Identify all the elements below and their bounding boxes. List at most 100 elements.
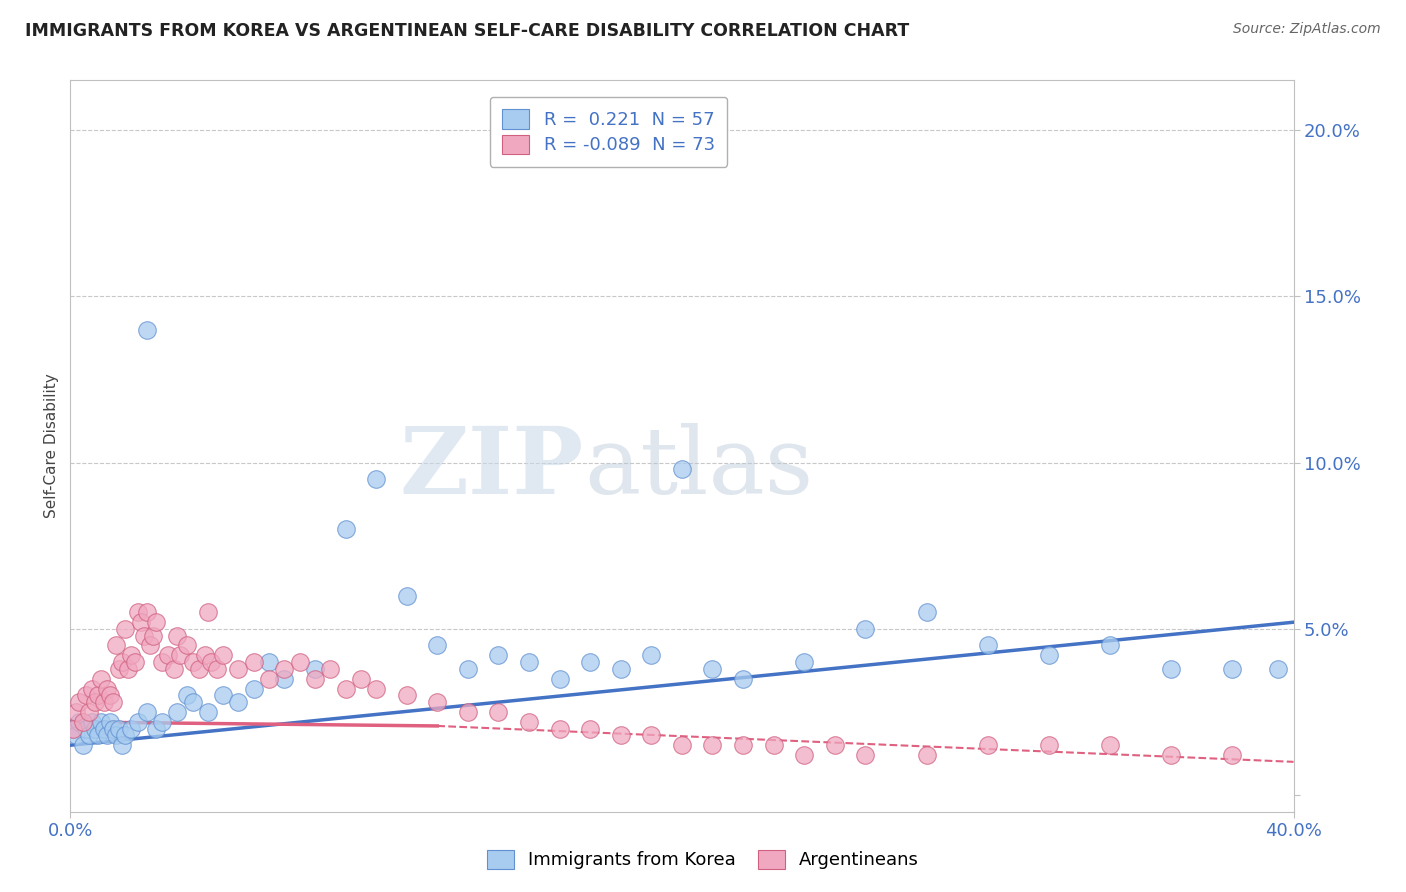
Point xyxy=(228,695,250,709)
Point xyxy=(640,648,662,663)
Legend: R =  0.221  N = 57, R = -0.089  N = 73: R = 0.221 N = 57, R = -0.089 N = 73 xyxy=(489,96,727,167)
Point xyxy=(166,705,188,719)
Point xyxy=(273,672,295,686)
Point xyxy=(169,648,191,663)
Point xyxy=(228,662,250,676)
Point xyxy=(142,628,165,642)
Point xyxy=(457,662,479,676)
Point xyxy=(517,714,540,729)
Point xyxy=(855,622,877,636)
Point xyxy=(77,705,100,719)
Point xyxy=(273,662,295,676)
Point xyxy=(200,655,222,669)
Point xyxy=(62,722,84,736)
Point xyxy=(163,662,186,676)
Point xyxy=(517,655,540,669)
Point xyxy=(1220,662,1243,676)
Point xyxy=(105,639,128,653)
Point xyxy=(288,655,311,669)
Text: IMMIGRANTS FROM KOREA VS ARGENTINEAN SELF-CARE DISABILITY CORRELATION CHART: IMMIGRANTS FROM KOREA VS ARGENTINEAN SEL… xyxy=(25,22,910,40)
Point xyxy=(101,695,124,709)
Point xyxy=(90,714,112,729)
Point xyxy=(610,662,633,676)
Point xyxy=(1099,738,1122,752)
Point xyxy=(212,648,235,663)
Point xyxy=(83,722,105,736)
Point xyxy=(702,662,724,676)
Point xyxy=(111,655,134,669)
Point xyxy=(114,728,136,742)
Point xyxy=(111,738,134,752)
Point xyxy=(976,738,998,752)
Point xyxy=(579,722,602,736)
Point xyxy=(395,589,418,603)
Point xyxy=(579,655,602,669)
Point xyxy=(1160,662,1182,676)
Point xyxy=(1267,662,1289,676)
Text: atlas: atlas xyxy=(583,423,813,513)
Point xyxy=(548,672,571,686)
Legend: Immigrants from Korea, Argentineans: Immigrants from Korea, Argentineans xyxy=(478,840,928,879)
Point xyxy=(915,748,938,763)
Point xyxy=(96,681,118,696)
Point xyxy=(762,738,785,752)
Point xyxy=(1099,639,1122,653)
Point xyxy=(855,748,877,763)
Point xyxy=(108,722,131,736)
Point xyxy=(69,695,91,709)
Point xyxy=(80,714,103,729)
Point xyxy=(108,662,131,676)
Point xyxy=(488,705,510,719)
Point xyxy=(114,622,136,636)
Point xyxy=(75,722,97,736)
Point xyxy=(257,672,280,686)
Point xyxy=(426,695,449,709)
Point xyxy=(93,722,115,736)
Point xyxy=(350,672,373,686)
Point xyxy=(304,672,326,686)
Point xyxy=(304,662,326,676)
Point xyxy=(176,689,198,703)
Point xyxy=(212,689,235,703)
Point xyxy=(824,738,846,752)
Point xyxy=(548,722,571,736)
Point xyxy=(793,655,815,669)
Y-axis label: Self-Care Disability: Self-Care Disability xyxy=(44,374,59,518)
Point xyxy=(257,655,280,669)
Point xyxy=(671,738,693,752)
Point xyxy=(135,705,157,719)
Point xyxy=(129,615,152,630)
Point xyxy=(205,662,228,676)
Point xyxy=(197,605,219,619)
Point xyxy=(132,628,155,642)
Point xyxy=(915,605,938,619)
Point xyxy=(335,681,357,696)
Point xyxy=(135,605,157,619)
Point xyxy=(1220,748,1243,763)
Point xyxy=(702,738,724,752)
Point xyxy=(72,714,94,729)
Point xyxy=(157,648,180,663)
Point xyxy=(77,728,100,742)
Point xyxy=(62,722,84,736)
Point xyxy=(733,738,755,752)
Point xyxy=(96,728,118,742)
Point xyxy=(733,672,755,686)
Point xyxy=(319,662,342,676)
Point xyxy=(145,722,167,736)
Point xyxy=(335,522,357,536)
Point xyxy=(640,728,662,742)
Point xyxy=(75,689,97,703)
Point xyxy=(176,639,198,653)
Point xyxy=(135,323,157,337)
Point xyxy=(197,705,219,719)
Text: Source: ZipAtlas.com: Source: ZipAtlas.com xyxy=(1233,22,1381,37)
Point xyxy=(90,672,112,686)
Point xyxy=(166,628,188,642)
Point xyxy=(72,738,94,752)
Point xyxy=(65,728,87,742)
Point xyxy=(127,714,149,729)
Point xyxy=(187,662,209,676)
Point xyxy=(1038,648,1060,663)
Point xyxy=(150,655,173,669)
